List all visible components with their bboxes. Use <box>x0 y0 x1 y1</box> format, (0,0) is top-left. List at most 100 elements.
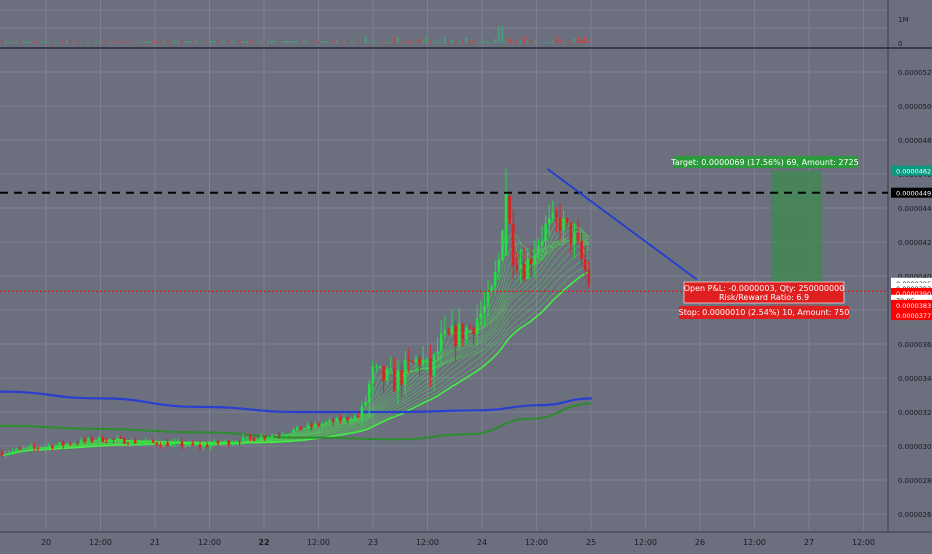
candle-body <box>433 354 436 375</box>
volume-bar <box>134 42 136 43</box>
volume-bar <box>433 42 435 43</box>
volume-bar <box>159 42 161 43</box>
volume-bar <box>217 41 219 43</box>
volume-bar <box>30 42 32 43</box>
candle-body <box>364 402 367 405</box>
volume-bar <box>368 42 370 43</box>
price-badge-label: 0.0000462 <box>896 168 931 176</box>
time-tick-label: 26 <box>695 538 705 547</box>
time-tick-label: 21 <box>150 538 160 547</box>
volume-bar <box>73 42 75 43</box>
volume-bar <box>170 42 172 43</box>
candle-body <box>476 319 479 335</box>
volume-bar <box>127 42 129 43</box>
candle-body <box>296 427 299 430</box>
candle-body <box>458 323 461 346</box>
candle-body <box>166 442 169 446</box>
volume-bar <box>339 41 341 43</box>
volume-bar <box>436 41 438 43</box>
candle-body <box>141 442 144 443</box>
candle-body <box>26 447 29 448</box>
volume-bar <box>343 41 345 43</box>
candle-body <box>148 440 151 441</box>
volume-bar <box>512 42 514 43</box>
candle-body <box>516 265 519 269</box>
volume-bar <box>37 41 39 43</box>
stop-label: Stop: 0.0000010 (2.54%) 10, Amount: 750 <box>679 306 850 319</box>
volume-bar <box>336 41 338 43</box>
time-tick-label: 22 <box>258 538 269 547</box>
candle-body <box>91 438 94 442</box>
candle-body <box>382 366 385 381</box>
volume-bar <box>444 37 446 43</box>
candle-body <box>588 270 591 284</box>
time-tick-label: 12:00 <box>525 538 548 547</box>
candle-body <box>15 449 18 451</box>
volume-bar <box>386 42 388 43</box>
volume-bar <box>501 26 503 43</box>
candle-body <box>84 440 87 442</box>
volume-bar <box>166 41 168 43</box>
volume-tick-label: 0 <box>898 40 902 48</box>
candle-body <box>231 443 234 445</box>
candle-body <box>552 213 555 219</box>
candle-body <box>62 442 65 445</box>
candle-body <box>76 444 79 445</box>
volume-bar <box>573 39 575 43</box>
candle-body <box>444 331 447 334</box>
volume-bar <box>260 41 262 43</box>
candle-body <box>138 443 141 444</box>
volume-bar <box>505 42 507 43</box>
candle-body <box>573 233 576 244</box>
volume-bar <box>19 41 21 43</box>
stop-label-text: Stop: 0.0000010 (2.54%) 10, Amount: 750 <box>679 308 850 317</box>
candle-body <box>177 442 180 443</box>
candle-body <box>310 425 313 427</box>
volume-bar <box>192 42 194 43</box>
volume-bar <box>80 42 82 43</box>
volume-bar <box>195 41 197 43</box>
volume-bar <box>390 42 392 43</box>
candle-body <box>170 443 173 446</box>
volume-bar <box>15 41 17 43</box>
candle-body <box>228 441 231 445</box>
candle-body <box>267 438 270 439</box>
volume-bar <box>289 41 291 43</box>
volume-bar <box>199 42 201 43</box>
candle-body <box>519 264 522 269</box>
volume-bar <box>490 42 492 43</box>
candle-body <box>325 422 328 424</box>
volume-bar <box>494 39 496 43</box>
volume-bar <box>472 41 474 43</box>
volume-bar <box>325 41 327 43</box>
candle-body <box>332 420 335 422</box>
candle-body <box>339 418 342 421</box>
target-label: Target: 0.0000069 (17.56%) 69, Amount: 2… <box>670 156 858 168</box>
candle-body <box>397 370 400 391</box>
candle-body <box>217 441 220 443</box>
volume-bar <box>12 42 14 43</box>
candle-body <box>411 361 414 362</box>
volume-bar <box>109 42 111 43</box>
candle-body <box>415 358 418 362</box>
volume-bar <box>487 41 489 43</box>
volume-bar <box>94 42 96 43</box>
candle-body <box>109 439 112 442</box>
candle-body <box>94 441 97 442</box>
candle-body <box>343 418 346 421</box>
price-badge: 0.0000462 <box>891 166 932 176</box>
volume-bar <box>498 26 500 43</box>
candle-body <box>199 444 202 447</box>
time-tick-label: 20 <box>41 538 51 547</box>
candle-body <box>30 446 33 447</box>
volume-bar <box>526 41 528 43</box>
price-badge: 0.0000383 <box>891 300 932 310</box>
candle-body <box>8 453 11 454</box>
volume-bar <box>105 41 107 43</box>
volume-bar <box>163 41 165 43</box>
